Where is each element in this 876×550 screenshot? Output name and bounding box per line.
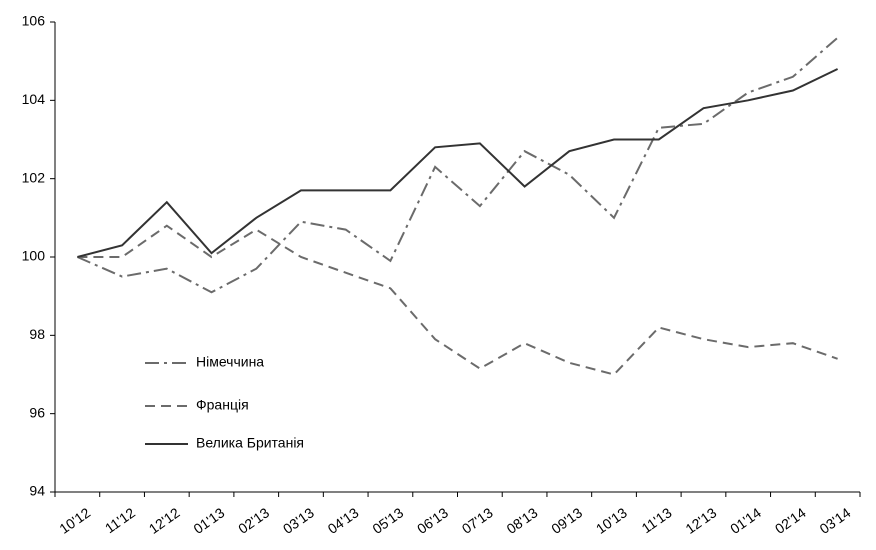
y-tick-label: 102 [22, 169, 46, 185]
x-tick-label: 11'13 [639, 504, 675, 536]
y-tick-label: 94 [29, 483, 45, 499]
x-tick-label: 04'13 [325, 504, 362, 537]
legend-label: Німеччина [196, 354, 264, 370]
x-tick-label: 10'12 [56, 504, 93, 537]
series-line [76, 36, 839, 294]
series-line [77, 224, 838, 376]
x-tick-label: 02'14 [772, 504, 809, 537]
y-tick-label: 100 [22, 248, 46, 264]
x-tick-label: 10'13 [593, 504, 630, 537]
x-tick-label: 08'13 [504, 504, 541, 537]
x-tick-label: 01'14 [727, 504, 764, 537]
x-tick-label: 03'13 [280, 504, 317, 537]
series-line [77, 68, 839, 258]
x-tick-label: 03'14 [817, 504, 854, 537]
legend-label: Велика Британія [196, 435, 304, 451]
x-tick-label: 01'13 [190, 504, 227, 537]
x-tick-label: 11'12 [102, 504, 138, 536]
y-tick-label: 106 [22, 13, 46, 29]
x-tick-label: 12'13 [682, 504, 719, 537]
x-tick-label: 02'13 [235, 504, 272, 537]
x-tick-label: 06'13 [414, 504, 451, 537]
x-tick-label: 07'13 [459, 504, 496, 537]
y-tick-label: 96 [29, 404, 45, 420]
legend-label: Франція [196, 397, 249, 413]
x-tick-label: 09'13 [548, 504, 585, 537]
y-tick-label: 104 [22, 91, 46, 107]
x-tick-label: 05'13 [369, 504, 406, 537]
x-tick-label: 12'12 [146, 504, 183, 537]
y-tick-label: 98 [29, 326, 45, 342]
